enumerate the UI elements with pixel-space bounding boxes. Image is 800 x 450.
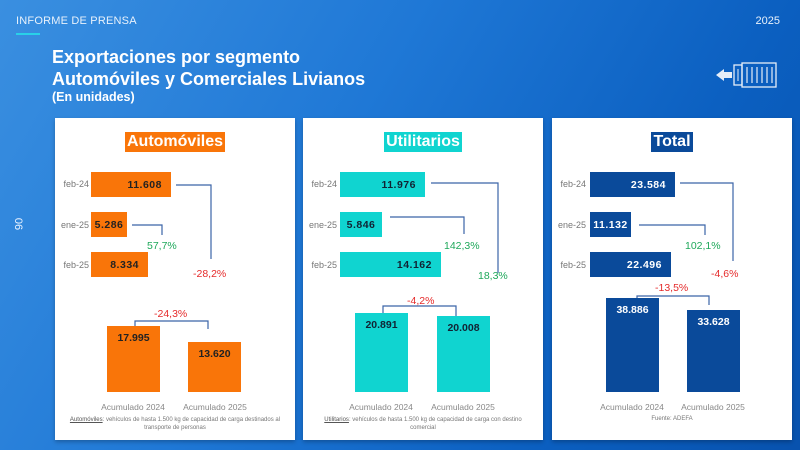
month-label: ene-25: [60, 220, 89, 230]
pct-year-change: -4,6%: [711, 268, 739, 280]
pct-accum-change: -24,3%: [154, 308, 188, 320]
accum-label: Acumulado 2024: [349, 402, 413, 412]
accum-label: Acumulado 2025: [681, 402, 745, 412]
accum-bar: 33.628: [687, 310, 740, 392]
pct-year-change: 18,3%: [478, 270, 508, 282]
month-bar: 11.976: [340, 172, 425, 197]
panel-automoviles: Automóviles feb-24 11.608 ene-25 5.286 f…: [55, 118, 295, 440]
footnote-term: Utilitarios: [324, 417, 349, 423]
pct-accum-change: -4,2%: [407, 295, 435, 307]
page-subtitle: (En unidades): [52, 90, 135, 104]
panel-utilitarios: Utilitarios feb-24 11.976 ene-25 5.846 f…: [303, 118, 543, 440]
page-title: Exportaciones por segmento Automóviles y…: [52, 46, 365, 90]
footnote: Utilitarios: vehículos de hasta 1.500 kg…: [313, 416, 533, 432]
month-bar: 8.334: [91, 252, 148, 277]
title-line-2: Automóviles y Comerciales Livianos: [52, 69, 366, 89]
month-bar: 11.608: [91, 172, 171, 197]
title-line-1: Exportaciones por segmento: [52, 47, 301, 67]
panel-title-total: Total: [651, 132, 693, 152]
month-label: feb-24: [311, 179, 337, 189]
month-label: feb-24: [560, 179, 586, 189]
header-label: INFORME DE PRENSA: [16, 15, 137, 27]
panel-title-utilitarios: Utilitarios: [384, 132, 462, 152]
accum-label: Acumulado 2025: [183, 402, 247, 412]
month-label: feb-24: [63, 179, 89, 189]
panel-title-automoviles: Automóviles: [124, 132, 225, 152]
connector-lines: [636, 182, 734, 306]
month-bar: 5.286: [91, 212, 127, 237]
month-label: feb-25: [63, 260, 89, 270]
month-label: feb-25: [560, 260, 586, 270]
source-note: Fuente: ADEFA: [651, 416, 693, 422]
accum-bar: 20.891: [355, 313, 408, 392]
accum-label: Acumulado 2024: [101, 402, 165, 412]
accum-bar: 17.995: [107, 326, 160, 392]
accum-bar: 38.886: [606, 298, 659, 392]
pct-month-change: 57,7%: [147, 240, 177, 252]
page-number: 06: [12, 217, 25, 231]
month-bar: 23.584: [590, 172, 675, 197]
footnote: Automóviles: vehículos de hasta 1.500 kg…: [65, 416, 285, 432]
month-bar: 11.132: [590, 212, 631, 237]
accum-label: Acumulado 2024: [600, 402, 664, 412]
month-bar: 22.496: [590, 252, 671, 277]
month-bar: 5.846: [340, 212, 382, 237]
month-label: feb-25: [311, 260, 337, 270]
panel-total: Total feb-24 23.584 ene-25 11.132 feb-25…: [552, 118, 792, 440]
pct-month-change: 142,3%: [444, 240, 480, 252]
month-bar: 14.162: [340, 252, 441, 277]
footnote-term: Automóviles: [69, 417, 103, 423]
report-year: 2025: [755, 15, 780, 27]
connector-lines: [132, 184, 212, 331]
month-label: ene-25: [308, 220, 337, 230]
month-label: ene-25: [557, 220, 586, 230]
header-accent-line: [16, 33, 40, 35]
accum-bar: 20.008: [437, 316, 490, 392]
footnote-text: : vehículos de hasta 1.500 kg de capacid…: [348, 417, 522, 431]
footnote-text: : vehículos de hasta 1.500 kg de capacid…: [102, 417, 281, 431]
accum-label: Acumulado 2025: [431, 402, 495, 412]
pct-year-change: -28,2%: [193, 268, 227, 280]
accum-bar: 13.620: [188, 342, 241, 392]
pct-accum-change: -13,5%: [655, 282, 689, 294]
container-export-icon: [716, 62, 777, 88]
pct-month-change: 102,1%: [685, 240, 721, 252]
